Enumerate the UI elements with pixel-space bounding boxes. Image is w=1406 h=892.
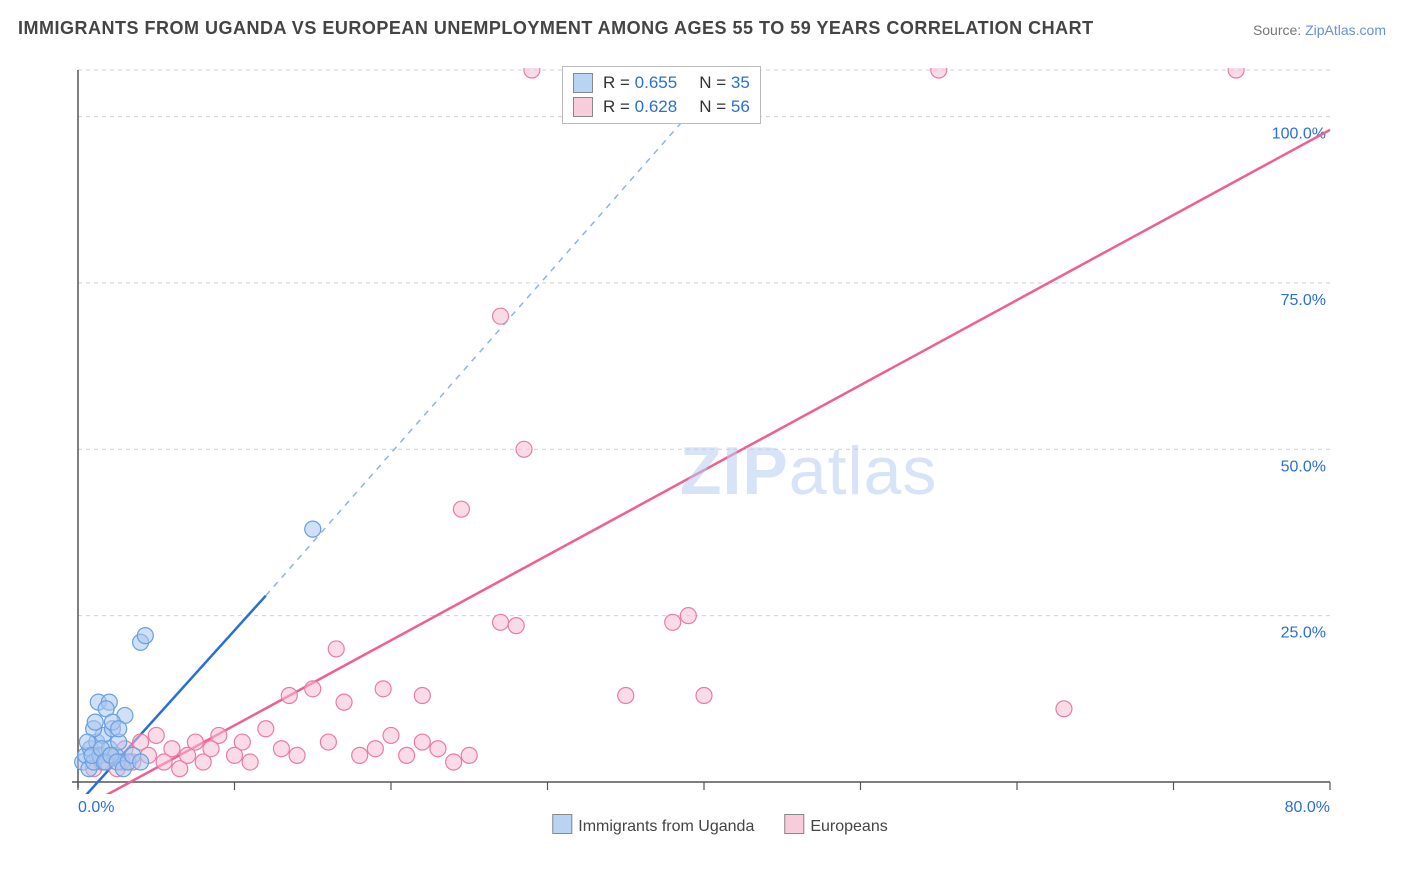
legend-item-europeans: Europeans xyxy=(784,814,887,836)
svg-text:100.0%: 100.0% xyxy=(1272,126,1326,143)
svg-text:75.0%: 75.0% xyxy=(1281,292,1326,309)
legend-swatch-europeans xyxy=(784,814,804,834)
chart-plot-area: 0.0%80.0%25.0%50.0%75.0%100.0% Unemploym… xyxy=(60,52,1380,842)
svg-text:25.0%: 25.0% xyxy=(1281,625,1326,642)
legend-label-uganda: Immigrants from Uganda xyxy=(578,818,754,835)
chart-title: IMMIGRANTS FROM UGANDA VS EUROPEAN UNEMP… xyxy=(18,18,1094,39)
correlation-legend: R = 0.655N = 35R = 0.628N = 56 xyxy=(562,66,761,124)
svg-text:0.0%: 0.0% xyxy=(78,799,114,816)
legend-item-uganda: Immigrants from Uganda xyxy=(552,814,754,836)
source-prefix: Source: xyxy=(1253,22,1305,38)
legend-label-europeans: Europeans xyxy=(810,818,887,835)
series-legend: Immigrants from Uganda Europeans xyxy=(552,814,887,836)
svg-text:50.0%: 50.0% xyxy=(1281,458,1326,475)
svg-text:80.0%: 80.0% xyxy=(1285,799,1330,816)
chart-svg: 0.0% 80.0% 25.0% 50.0% 75.0% 100.0% xyxy=(60,52,1380,842)
source-link[interactable]: ZipAtlas.com xyxy=(1305,22,1386,38)
source-attribution: Source: ZipAtlas.com xyxy=(1253,22,1386,38)
legend-swatch-uganda xyxy=(552,814,572,834)
